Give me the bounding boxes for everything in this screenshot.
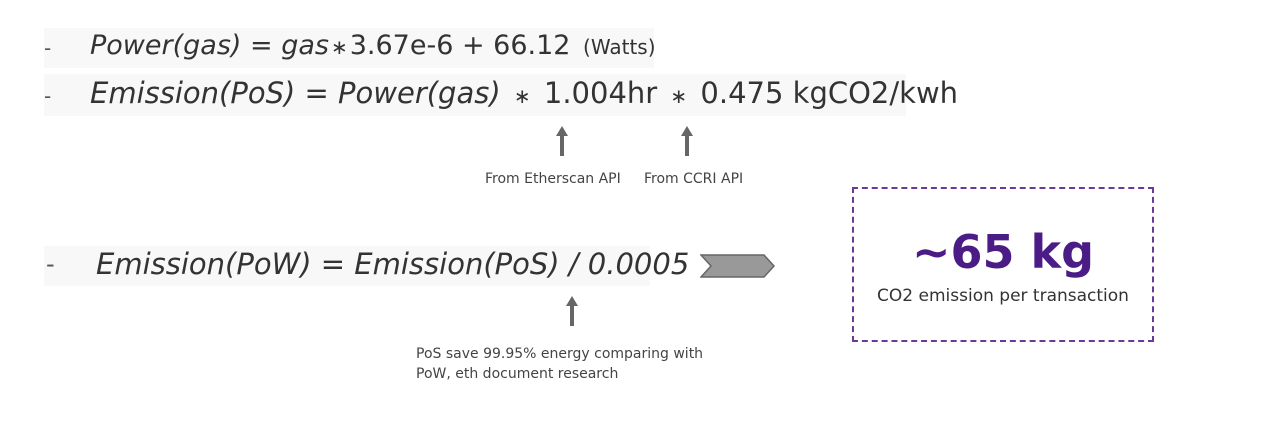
power-formula-rhs: 3.67e-6 + 66.12 (349, 30, 571, 61)
formula-row-emission-pos: - Emission(PoS) = Power(gas) ∗ 1.004hr ∗… (44, 74, 958, 116)
etherscan-source-note: From Etherscan API (485, 171, 621, 187)
arrow-up-icon (681, 126, 693, 156)
hours-term: 1.004hr (543, 76, 658, 110)
result-box: ~65 kg CO2 emission per transaction (852, 187, 1154, 342)
emission-pow-formula: Emission(PoW) = Emission(PoS) / 0.0005 (96, 247, 690, 281)
ccri-source-note: From CCRI API (644, 171, 744, 187)
multiply-operator: ∗ (670, 84, 688, 108)
power-formula-lhs: Power(gas) = gas (90, 30, 329, 61)
multiply-operator: ∗ (513, 84, 531, 108)
formula-row-emission-pow: - Emission(PoW) = Emission(PoS) / 0.0005 (44, 246, 689, 286)
multiply-operator: ∗ (330, 35, 348, 59)
result-value: ~65 kg (911, 225, 1095, 279)
emission-pos-formula: Emission(PoS) = Power(gas) ∗ 1.004hr ∗ 0… (90, 76, 958, 110)
carbon-intensity-term: 0.475 kgCO2/kwh (700, 76, 959, 110)
result-label: CO2 emission per transaction (877, 286, 1129, 306)
emission-pos-lhs: Emission(PoS) = Power(gas) (90, 76, 501, 110)
arrow-up-icon (556, 126, 568, 156)
bullet-dash: - (44, 84, 52, 108)
arrow-up-icon (566, 296, 578, 326)
chevron-right-icon (700, 254, 776, 278)
formula-row-power: - Power(gas) = gas ∗3.67e-6 + 66.12 (Watt… (44, 28, 656, 68)
research-note-line-1: PoS save 99.95% energy comparing with (416, 346, 704, 362)
power-formula: Power(gas) = gas ∗3.67e-6 + 66.12 (Watts) (90, 30, 656, 61)
bullet-dash: - (44, 36, 52, 60)
research-note-line-2: PoW, eth document research (416, 366, 619, 382)
power-unit: (Watts) (583, 35, 656, 59)
bullet-dash: - (46, 250, 55, 278)
